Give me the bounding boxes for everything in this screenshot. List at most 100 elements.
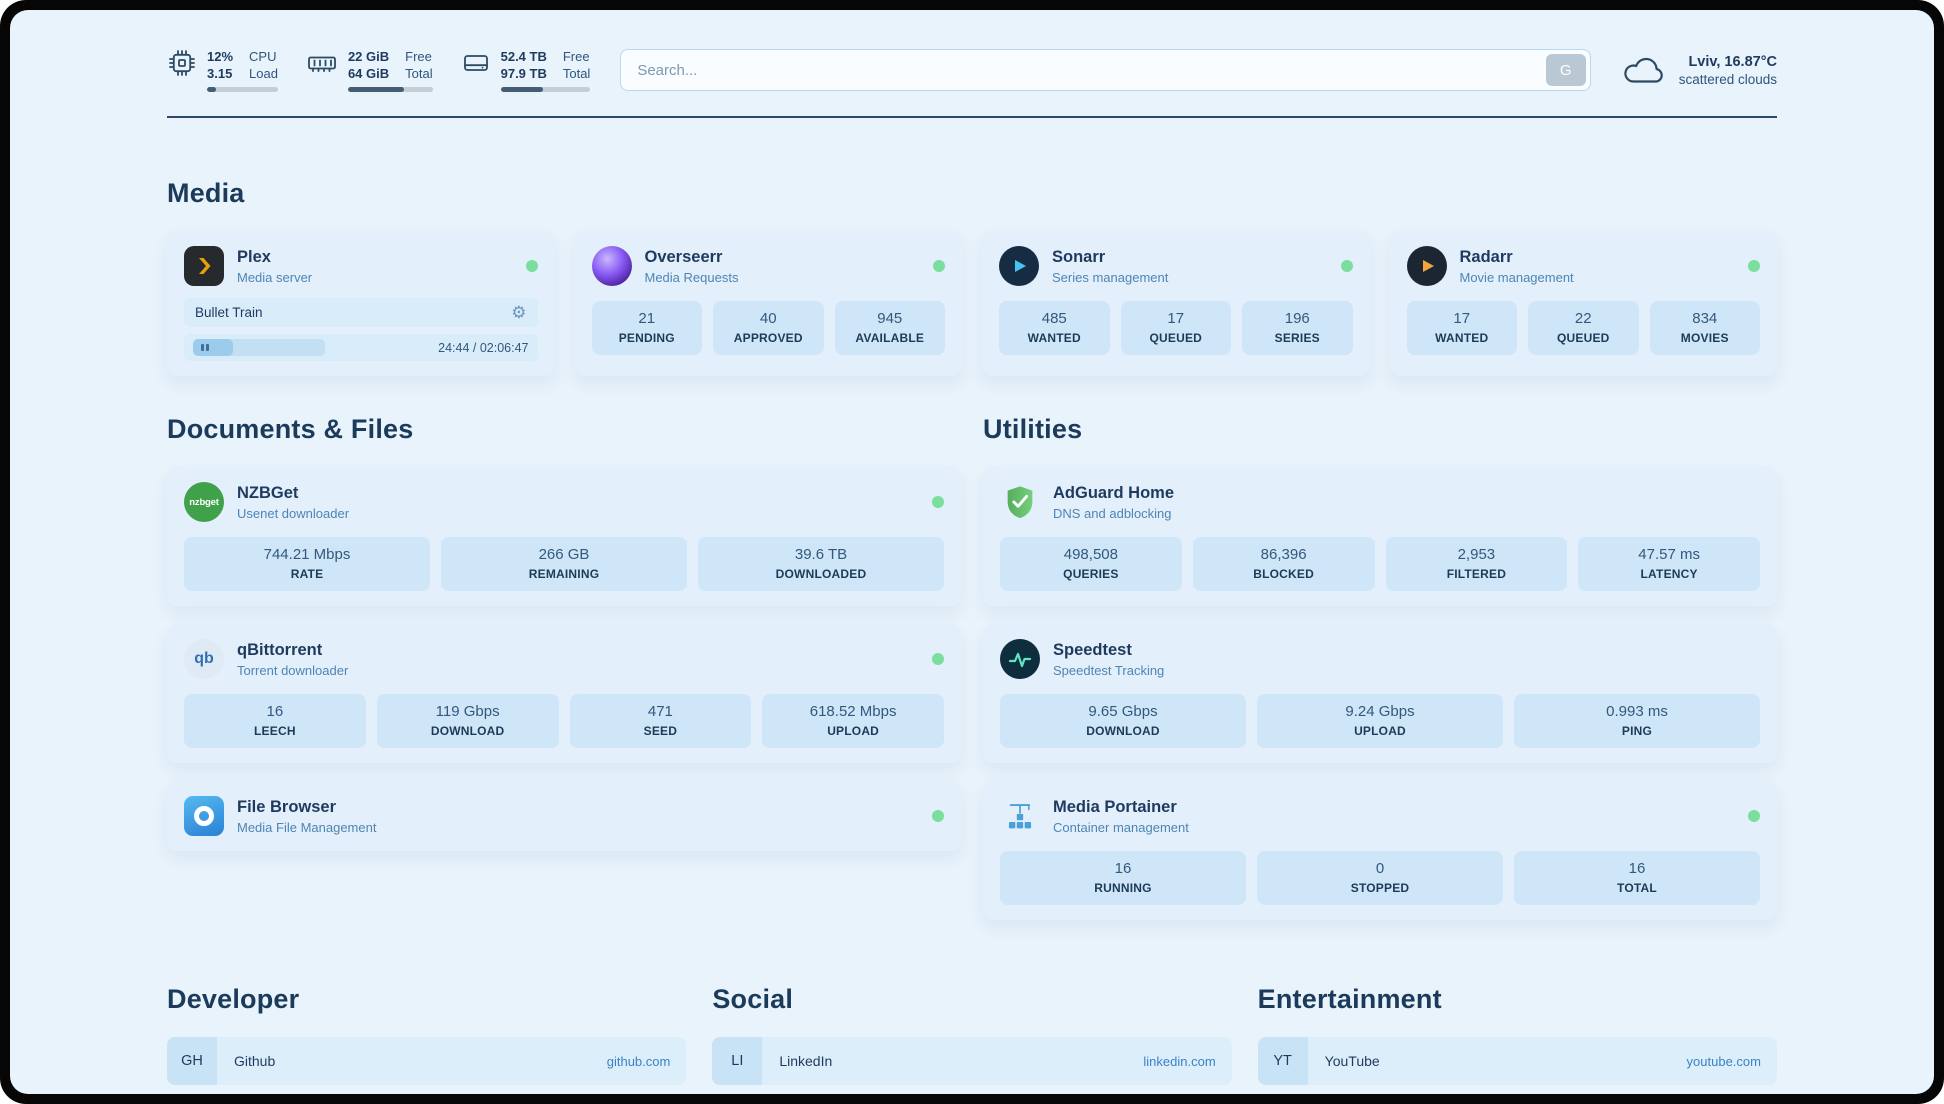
memory-free-label: Free: [405, 49, 432, 64]
stat-label: QUERIES: [1063, 567, 1119, 581]
card-header: Overseerr Media Requests: [591, 246, 945, 286]
stat-label: FILTERED: [1446, 567, 1507, 581]
stat-value: 86,396: [1260, 546, 1307, 563]
stat-box: 498,508 QUERIES: [1000, 537, 1182, 591]
stat-value: 119 Gbps: [435, 703, 500, 720]
section-title-entertainment: Entertainment: [1257, 984, 1442, 1014]
stat-label: AVAILABLE: [855, 331, 925, 345]
disk-progress-bar: [500, 87, 591, 92]
search-provider-button[interactable]: G: [1545, 54, 1586, 86]
bookmark-badge: LI: [712, 1037, 763, 1085]
status-dot: [1340, 260, 1353, 272]
cpu-label: CPU: [249, 49, 277, 64]
content-container: 12% CPU 3.15 Load 22 GiB Free 64: [167, 10, 1777, 1094]
stat-box: 16 TOTAL: [1514, 851, 1760, 905]
app-card-nzbget[interactable]: nzbget NZBGet Usenet downloader 744.21 M…: [167, 467, 961, 606]
app-card-filebrowser[interactable]: File Browser Media File Management: [167, 781, 961, 851]
stat-box: 47.57 ms LATENCY: [1578, 537, 1760, 591]
app-meta: Speedtest Speedtest Tracking: [1053, 641, 1164, 678]
system-stats: 12% CPU 3.15 Load 22 GiB Free 64: [167, 48, 591, 92]
weather-condition: scattered clouds: [1678, 71, 1777, 87]
bookmark-name: Github: [234, 1053, 276, 1069]
bookmark-url: github.com: [606, 1053, 671, 1069]
app-subtitle: Container management: [1053, 819, 1189, 835]
disk-stat-values: 52.4 TB Free 97.9 TB Total: [501, 48, 591, 82]
disk-total-value: 97.9 TB: [500, 66, 547, 81]
app-card-sonarr[interactable]: Sonarr Series management 485 WANTED 17 QUE…: [982, 231, 1370, 376]
app-meta: Media Portainer Container management: [1053, 798, 1189, 835]
stat-value: 39.6 TB: [794, 546, 848, 563]
card-header: Speedtest Speedtest Tracking: [1000, 639, 1760, 679]
stat-value: 0.993 ms: [1606, 703, 1668, 720]
memory-stat-values: 22 GiB Free 64 GiB Total: [348, 48, 433, 82]
stat-value: 945: [877, 310, 903, 327]
app-card-speedtest[interactable]: Speedtest Speedtest Tracking 9.65 Gbps DO…: [983, 624, 1777, 763]
stat-value: 618.52 Mbps: [809, 703, 897, 720]
app-subtitle: Speedtest Tracking: [1053, 662, 1165, 678]
disk-icon: [461, 48, 491, 78]
app-card-adguard[interactable]: AdGuard Home DNS and adblocking 498,508 Q…: [983, 467, 1777, 606]
memory-total-label: Total: [405, 66, 433, 81]
stat-value: 485: [1041, 310, 1067, 327]
nzbget-icon: nzbget: [184, 482, 224, 522]
section-title-utilities: Utilities: [983, 414, 1083, 444]
stat-box: 17 QUEUED: [1120, 301, 1231, 355]
card-header: Radarr Movie management: [1406, 246, 1760, 286]
status-dot: [932, 810, 944, 822]
card-header: Plex Media server: [184, 246, 538, 286]
stat-label: DOWNLOAD: [430, 724, 505, 738]
section-title-media: Media: [167, 178, 245, 208]
bookmarks-area: Developer GH Github github.com SO StackO…: [167, 984, 1777, 1094]
memory-free-value: 22 GiB: [347, 49, 390, 64]
media-grid: Plex Media server Bullet Train ⚙ 24:44 /…: [167, 231, 1777, 376]
stat-row: 744.21 Mbps RATE 266 GB REMAINING 39.6 TB D…: [184, 537, 944, 591]
stat-label: QUEUED: [1149, 331, 1203, 345]
app-card-qbittorrent[interactable]: qb qBittorrent Torrent downloader 16 LEEC…: [167, 624, 961, 763]
stat-value: 266 GB: [538, 546, 590, 563]
gear-icon[interactable]: ⚙: [511, 303, 527, 322]
cpu-stat: 12% CPU 3.15 Load: [167, 48, 278, 92]
stat-row: 17 WANTED 22 QUEUED 834 MOVIES: [1406, 301, 1760, 355]
ram-icon: [306, 48, 338, 78]
card-header: Media Portainer Container management: [1000, 796, 1760, 836]
app-subtitle: Media server: [237, 269, 313, 285]
bookmark-github[interactable]: GH Github github.com: [167, 1037, 687, 1085]
bookmark-youtube[interactable]: YT YouTube youtube.com: [1257, 1037, 1777, 1085]
stat-box: 0.993 ms PING: [1514, 694, 1760, 748]
topbar-divider: [167, 116, 1777, 118]
topbar: 12% CPU 3.15 Load 22 GiB Free 64: [167, 10, 1777, 92]
weather-text: Lviv, 16.87°C scattered clouds: [1679, 54, 1777, 87]
stat-box: 266 GB REMAINING: [441, 537, 687, 591]
pause-icon: [201, 344, 204, 351]
plex-progress-row: 24:44 / 02:06:47: [184, 334, 538, 361]
app-name: Radarr: [1459, 247, 1513, 266]
app-card-plex[interactable]: Plex Media server Bullet Train ⚙ 24:44 /…: [167, 231, 555, 376]
stat-box: 86,396 BLOCKED: [1192, 537, 1375, 591]
now-playing-title: Bullet Train: [195, 305, 263, 320]
stat-label: BLOCKED: [1253, 567, 1314, 581]
card-header: qb qBittorrent Torrent downloader: [184, 639, 944, 679]
adguard-icon: [1000, 482, 1040, 522]
app-name: NZBGet: [237, 483, 299, 502]
stat-box: 834 MOVIES: [1649, 301, 1760, 355]
stat-box: 0 STOPPED: [1257, 851, 1503, 905]
stat-label: DOWNLOADED: [775, 567, 867, 581]
bookmark-linkedin[interactable]: LI LinkedIn linkedin.com: [712, 1037, 1232, 1085]
weather-widget: Lviv, 16.87°C scattered clouds: [1621, 53, 1777, 87]
bookmark-group-social: Social LI LinkedIn linkedin.com TW Twitt…: [712, 984, 1232, 1094]
playback-progress-bar[interactable]: [193, 339, 325, 356]
stat-label: PING: [1621, 724, 1653, 738]
bookmark-group-entertainment: Entertainment YT YouTube youtube.com NF …: [1257, 984, 1777, 1094]
app-card-overseerr[interactable]: Overseerr Media Requests 21 PENDING 40 APP…: [574, 231, 962, 376]
stat-value: 9.24 Gbps: [1345, 703, 1415, 720]
cpu-stat-body: 12% CPU 3.15 Load: [207, 48, 278, 92]
stat-label: TOTAL: [1617, 881, 1657, 895]
app-card-radarr[interactable]: Radarr Movie management 17 WANTED 22 QUEUE…: [1389, 231, 1777, 376]
app-name: File Browser: [237, 797, 337, 816]
app-card-portainer[interactable]: Media Portainer Container management 16 R…: [983, 781, 1777, 920]
stat-value: 40: [759, 310, 777, 327]
search-input[interactable]: [620, 49, 1591, 91]
stat-value: 17: [1167, 310, 1185, 327]
plex-now-playing-row: Bullet Train ⚙: [184, 298, 538, 327]
